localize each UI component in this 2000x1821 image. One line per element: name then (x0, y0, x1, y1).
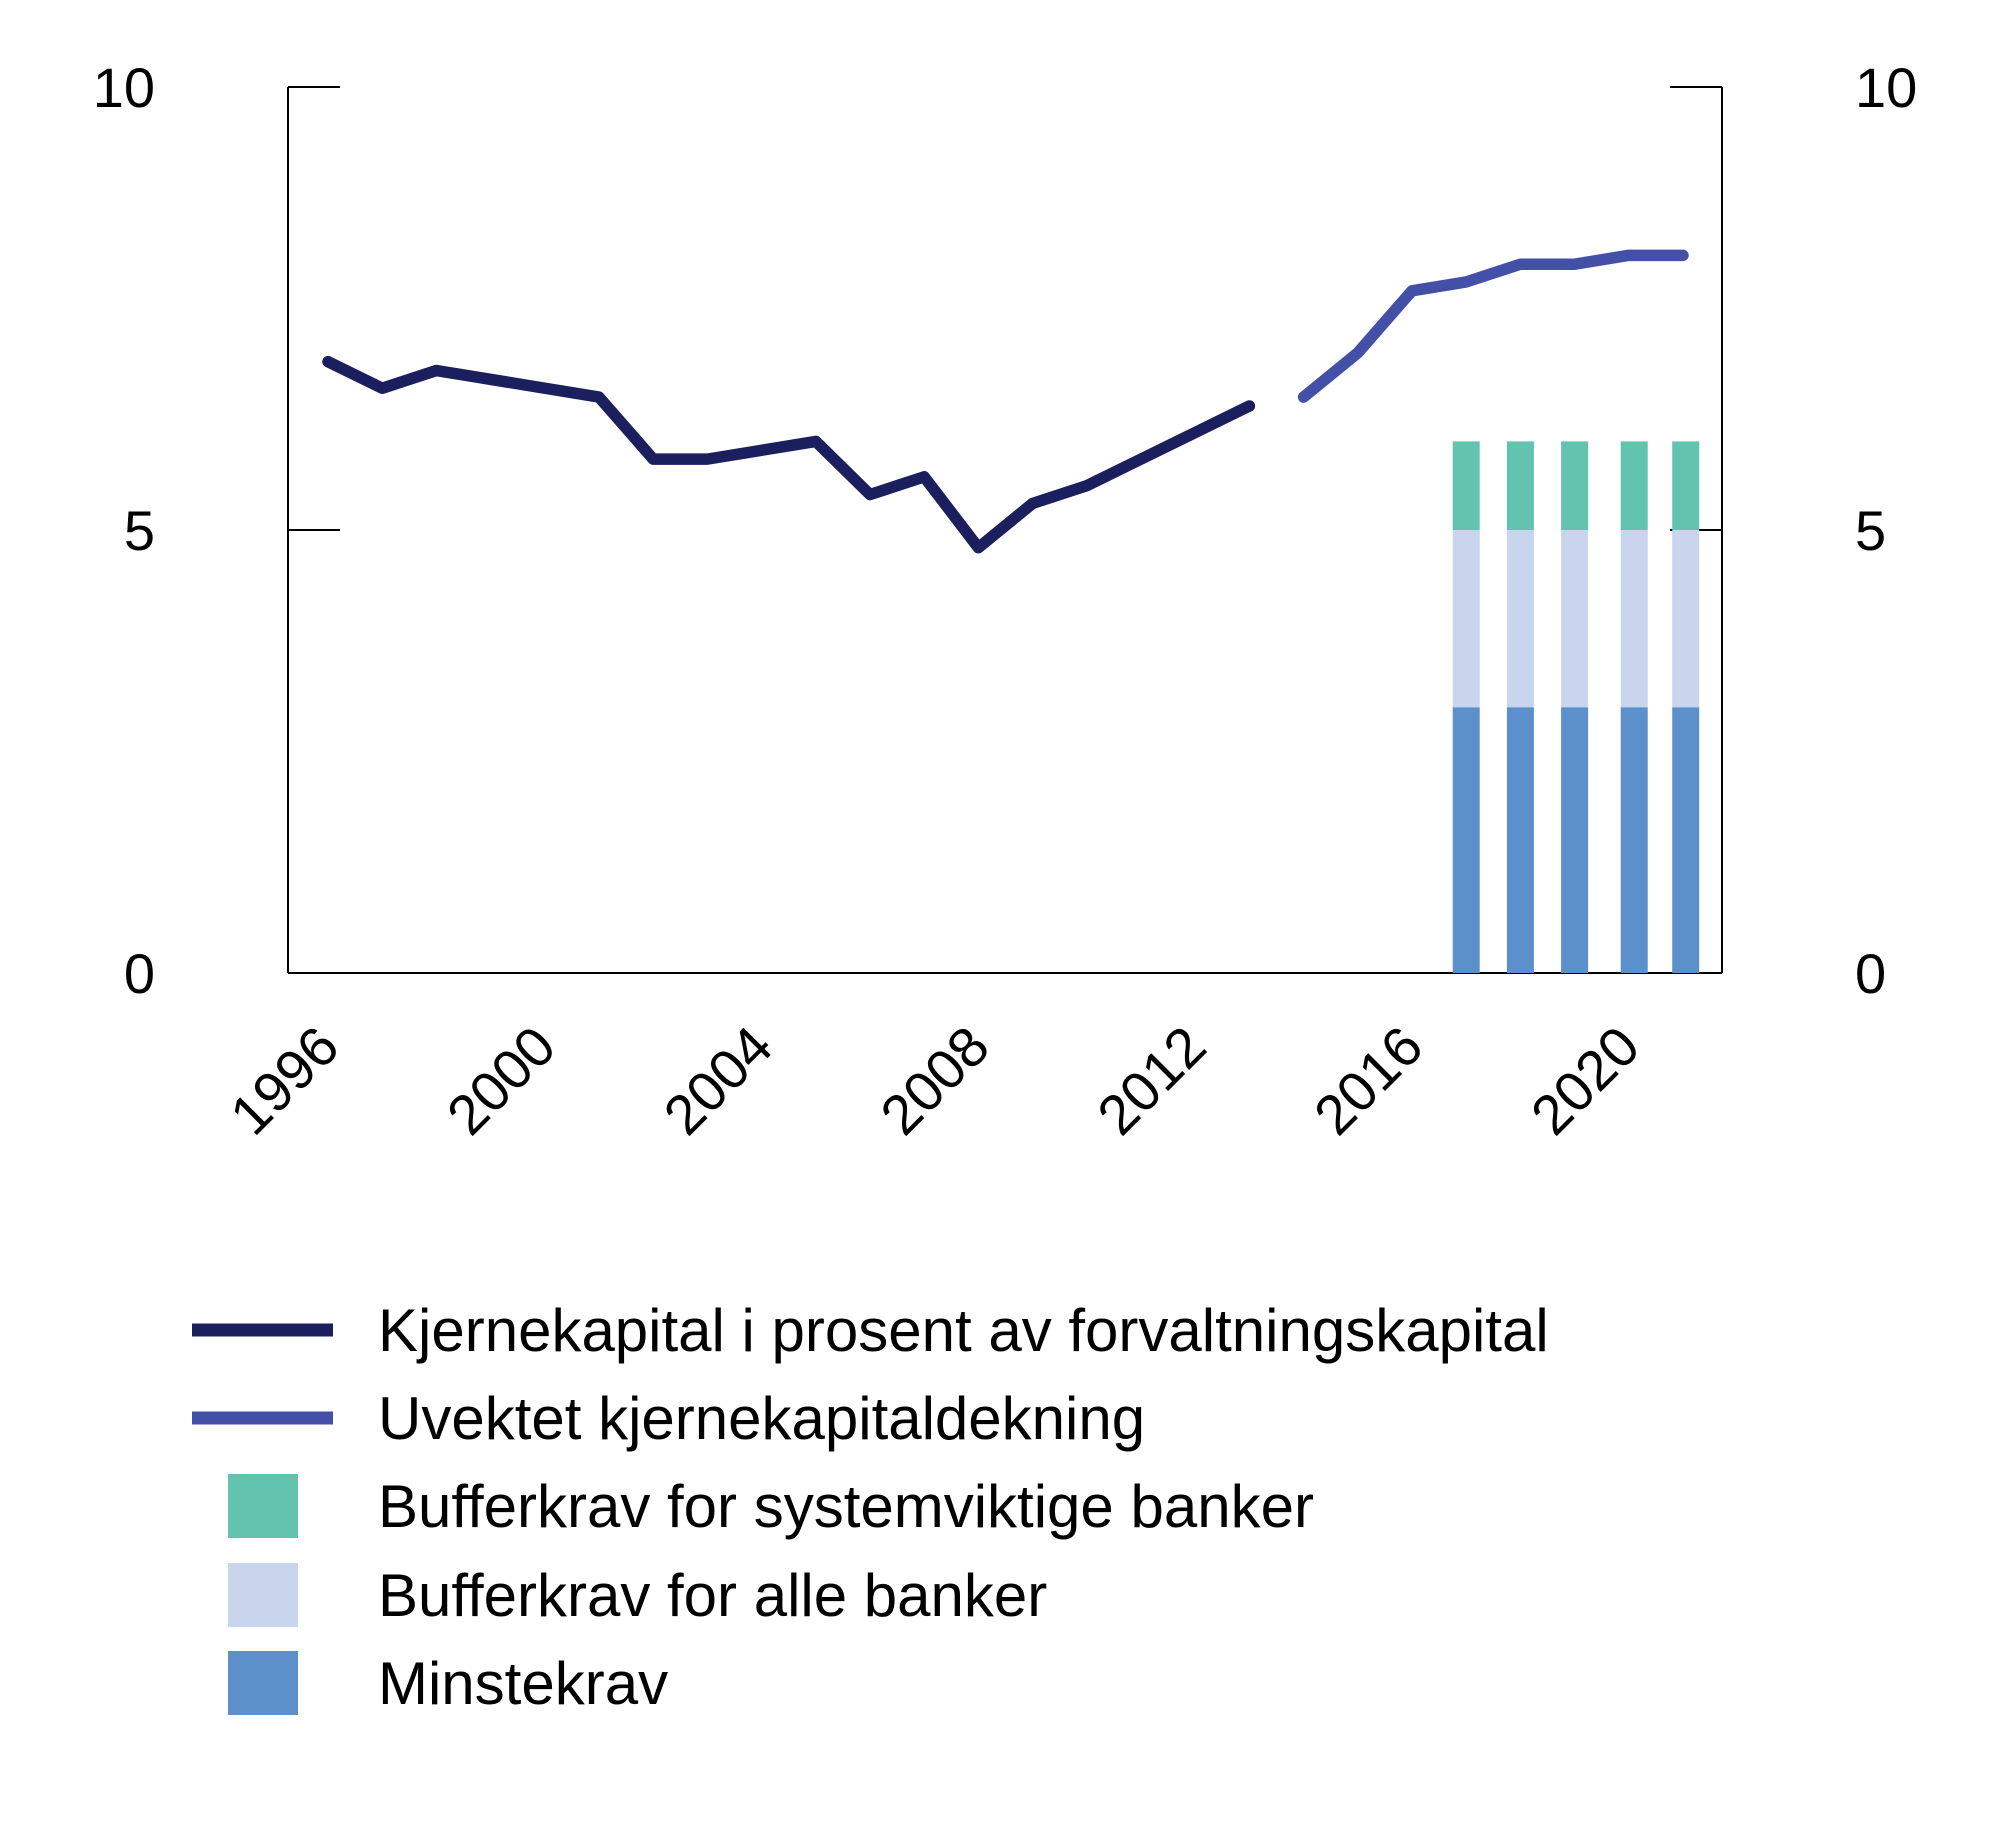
axes (287, 86, 1723, 974)
legend-label: Minstekrav (378, 1650, 668, 1717)
y-tick-label-right: 10 (1855, 56, 1917, 119)
legend-box-swatch (228, 1563, 298, 1627)
bar-segment (1506, 441, 1534, 530)
legend-item: Minstekrav (228, 1650, 668, 1717)
x-tick-label: 1996 (218, 1014, 351, 1147)
y-tick-label-left: 0 (124, 942, 155, 1005)
legend-label: Uvektet kjernekapitaldekning (378, 1385, 1145, 1452)
legend-item: Bufferkrav for alle banker (228, 1562, 1047, 1629)
line-series-1 (322, 355, 1256, 554)
x-tick-label: 2008 (868, 1014, 1001, 1147)
bar-segment (1620, 530, 1648, 708)
legend-item: Kjernekapital i prosent av forvaltningsk… (192, 1297, 1549, 1364)
bar-segment (1506, 530, 1534, 708)
bar-segment (1620, 441, 1648, 530)
legend-box-swatch (228, 1474, 298, 1538)
bar-segment (1452, 441, 1480, 530)
x-tick-label: 2012 (1085, 1014, 1218, 1147)
line-series-2 (1297, 249, 1689, 403)
bar-segment (1506, 707, 1534, 973)
legend-label: Bufferkrav for systemviktige banker (378, 1473, 1314, 1540)
legend-label: Bufferkrav for alle banker (378, 1562, 1047, 1629)
legend: Kjernekapital i prosent av forvaltningsk… (192, 1297, 1549, 1717)
bar-segment (1452, 530, 1480, 708)
legend-label: Kjernekapital i prosent av forvaltningsk… (378, 1297, 1549, 1364)
bar-segment (1561, 707, 1589, 973)
legend-item: Bufferkrav for systemviktige banker (228, 1473, 1314, 1540)
y-tick-label-left: 5 (124, 499, 155, 562)
y-tick-label-right: 5 (1855, 499, 1886, 562)
bar-segment (1561, 530, 1589, 708)
x-tick-label: 2016 (1302, 1014, 1435, 1147)
bar-segment (1561, 441, 1589, 530)
x-tick-label: 2004 (651, 1014, 784, 1147)
x-tick-label: 2020 (1519, 1014, 1652, 1147)
lines (322, 249, 1689, 554)
bar-segment (1672, 441, 1700, 530)
bar-segment (1620, 707, 1648, 973)
bar-segment (1452, 707, 1480, 973)
x-tick-label: 2000 (435, 1014, 568, 1147)
bar-segment (1672, 530, 1700, 708)
y-tick-label-left: 10 (93, 56, 155, 119)
y-tick-label-right: 0 (1855, 942, 1886, 1005)
bars (1452, 441, 1700, 973)
bar-segment (1672, 707, 1700, 973)
legend-item: Uvektet kjernekapitaldekning (192, 1385, 1145, 1452)
legend-box-swatch (228, 1651, 298, 1715)
